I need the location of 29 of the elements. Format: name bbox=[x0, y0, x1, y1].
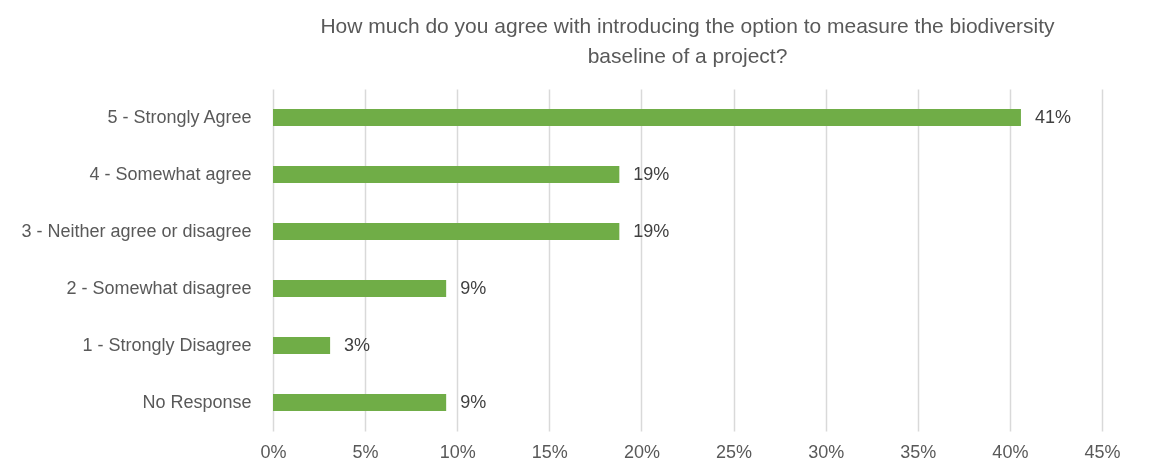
y-tick-label: 5 - Strongly Agree bbox=[107, 106, 252, 127]
x-tick-label: 20% bbox=[623, 441, 660, 462]
data-label: 41% bbox=[1034, 106, 1071, 127]
x-tick-label: 25% bbox=[716, 441, 753, 462]
data-label: 19% bbox=[633, 220, 670, 241]
data-label: 3% bbox=[344, 334, 371, 355]
y-tick-label: 3 - Neither agree or disagree bbox=[21, 220, 252, 241]
bar bbox=[273, 393, 447, 412]
x-tick-label: 15% bbox=[531, 441, 568, 462]
chart-title: How much do you agree with introducing the option to measure the biodiversity baseline of a project? bbox=[320, 14, 1056, 67]
x-tick-label: 5% bbox=[352, 441, 379, 462]
data-label: 9% bbox=[460, 277, 487, 298]
data-label: 9% bbox=[460, 391, 487, 412]
y-tick-label: 4 - Somewhat agree bbox=[89, 163, 252, 184]
bar bbox=[273, 108, 1021, 127]
y-tick-label: 1 - Strongly Disagree bbox=[82, 334, 252, 355]
x-tick-label: 40% bbox=[992, 441, 1029, 462]
data-label: 19% bbox=[633, 163, 670, 184]
y-tick-label: 2 - Somewhat disagree bbox=[66, 277, 252, 298]
x-tick-label: 30% bbox=[808, 441, 845, 462]
bar bbox=[273, 222, 620, 241]
bar bbox=[273, 279, 447, 298]
x-tick-label: 0% bbox=[260, 441, 287, 462]
x-tick-label: 35% bbox=[900, 441, 937, 462]
bar bbox=[273, 336, 331, 355]
bar bbox=[273, 165, 620, 184]
y-tick-label: No Response bbox=[142, 391, 252, 412]
x-tick-label: 10% bbox=[439, 441, 476, 462]
x-tick-label: 45% bbox=[1084, 441, 1121, 462]
